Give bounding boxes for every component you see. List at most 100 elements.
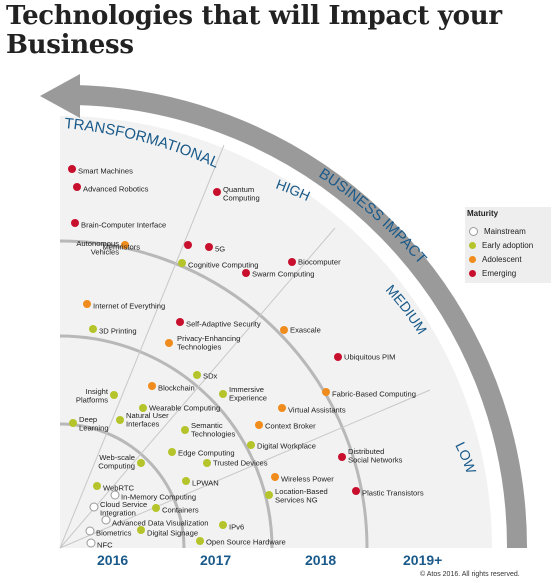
timeline-rays bbox=[59, 144, 431, 549]
technology-label: NFC bbox=[97, 541, 113, 550]
legend-label: Emerging bbox=[482, 269, 517, 278]
technology-item: Blockchain bbox=[148, 382, 195, 393]
technology-item: Context Broker bbox=[255, 421, 316, 431]
technology-label: Plastic Transistors bbox=[362, 489, 424, 498]
technology-dot bbox=[69, 419, 77, 427]
technology-label: Cognitive Computing bbox=[188, 261, 259, 270]
technology-dot bbox=[73, 183, 81, 191]
technology-label: Internet of Everything bbox=[93, 302, 165, 311]
legend-swatch bbox=[469, 256, 476, 263]
legend-title: Maturity bbox=[467, 209, 499, 218]
technology-item: Quantum Computing bbox=[213, 185, 260, 203]
technology-item: Memristors bbox=[102, 241, 192, 252]
technology-label: Immersive Experience bbox=[229, 385, 267, 403]
technology-item: Insight Platforms bbox=[76, 387, 118, 405]
title-line-1: Technologies that will Impact your bbox=[6, 1, 502, 31]
technology-item: Self-Adaptive Security bbox=[176, 318, 261, 329]
technology-item: Virtual Assistants bbox=[278, 404, 346, 415]
technology-dot bbox=[193, 371, 201, 379]
technology-dot bbox=[280, 326, 288, 334]
title-line-2: Business bbox=[6, 30, 134, 60]
technology-item: Containers bbox=[152, 504, 199, 515]
technology-item: 3D Printing bbox=[89, 325, 137, 336]
technology-item: NFC bbox=[86, 538, 113, 550]
technology-label: Blockchain bbox=[158, 384, 195, 393]
technology-dot bbox=[271, 473, 279, 481]
technology-dot bbox=[184, 241, 192, 249]
year-2019-plus: 2019+ bbox=[403, 552, 442, 568]
technology-dot bbox=[242, 269, 250, 277]
legend-item-early-adoption: Early adoption bbox=[469, 241, 533, 250]
technology-dot bbox=[322, 388, 330, 396]
technology-dot bbox=[121, 241, 129, 249]
technology-label: Natural User Interfaces bbox=[126, 411, 169, 429]
technology-dot bbox=[168, 448, 176, 456]
technology-dot bbox=[265, 491, 273, 499]
technology-item: Plastic Transistors bbox=[352, 487, 424, 498]
technology-label: Trusted Devices bbox=[213, 459, 268, 468]
technology-dot bbox=[176, 318, 184, 326]
technology-label: Brain-Computer Interface bbox=[81, 221, 166, 230]
technology-label: Exascale bbox=[290, 326, 321, 335]
technology-dot bbox=[338, 453, 346, 461]
technology-dot bbox=[89, 325, 97, 333]
technology-label: LPWAN bbox=[192, 479, 219, 488]
technology-label: Self-Adaptive Security bbox=[186, 320, 261, 329]
technology-dot bbox=[205, 243, 213, 251]
technology-label: 3D Printing bbox=[99, 327, 137, 336]
technology-dot bbox=[116, 416, 124, 424]
copyright: © Atos 2016. All rights reserved. bbox=[420, 571, 520, 578]
technology-label: Autonomous Vehicles bbox=[76, 239, 119, 257]
technology-item: Advanced Data Visualization bbox=[101, 515, 209, 528]
technology-label: Advanced Data Visualization bbox=[112, 519, 209, 528]
technology-dot bbox=[334, 353, 342, 361]
technology-label: IPv6 bbox=[229, 523, 244, 532]
technology-label: Digital Workplace bbox=[257, 442, 316, 451]
legend-item-emerging: Emerging bbox=[469, 269, 516, 278]
technology-dot bbox=[182, 477, 190, 485]
technology-label: 5G bbox=[215, 245, 225, 254]
technology-dot bbox=[93, 482, 101, 490]
technology-dot bbox=[203, 459, 211, 467]
technology-label: SDx bbox=[203, 372, 218, 381]
technology-dot bbox=[148, 382, 156, 390]
technology-label: Deep Learning bbox=[79, 415, 109, 433]
technology-items: Smart Machines Advanced Robotics Quantum Co… bbox=[68, 165, 424, 550]
technology-dot bbox=[165, 339, 173, 347]
ring-high bbox=[59, 239, 369, 549]
technology-item: Internet of Everything bbox=[83, 300, 165, 311]
technology-label: Memristors bbox=[102, 243, 140, 252]
technology-label: Privacy-Enhancing Technologies bbox=[177, 334, 240, 352]
technology-item: WebRTC bbox=[93, 482, 134, 493]
technology-item: Privacy-Enhancing Technologies bbox=[165, 334, 240, 352]
technology-label: Biocomputer bbox=[298, 258, 341, 267]
technology-dot bbox=[68, 165, 76, 173]
technology-dot bbox=[139, 404, 147, 412]
page-title: Technologies that will Impact your Busin… bbox=[6, 2, 546, 60]
radar-background bbox=[60, 116, 492, 548]
technology-item: Advanced Robotics bbox=[73, 183, 149, 194]
technology-item: Swarm Computing bbox=[242, 269, 314, 279]
technology-item: Fabric-Based Computing bbox=[322, 388, 416, 399]
technology-item: Semantic Technologies bbox=[181, 421, 236, 439]
technology-item: Open Source Hardware bbox=[196, 537, 286, 547]
technology-label: Web-scale Computing bbox=[98, 453, 135, 471]
technology-label: Ubiquitous PIM bbox=[344, 353, 396, 362]
technology-dot bbox=[196, 537, 204, 545]
legend-swatch bbox=[469, 242, 476, 249]
technology-dot bbox=[247, 441, 255, 449]
technology-label: Context Broker bbox=[265, 422, 316, 431]
technology-label: Biometrics bbox=[96, 529, 132, 538]
technology-label: Virtual Assistants bbox=[288, 406, 346, 415]
technology-item: Deep Learning bbox=[69, 415, 109, 433]
technology-dot bbox=[278, 404, 286, 412]
legend-item-mainstream: Mainstream bbox=[469, 227, 526, 236]
technology-dot bbox=[89, 502, 99, 512]
technology-label: Wearable Computing bbox=[149, 404, 220, 413]
technology-item: Smart Machines bbox=[68, 165, 133, 176]
technology-label: Containers bbox=[162, 506, 199, 515]
technology-item: Location-Based Services NG bbox=[265, 487, 328, 505]
technology-dot bbox=[110, 490, 120, 500]
technology-item: Biometrics bbox=[85, 526, 132, 538]
